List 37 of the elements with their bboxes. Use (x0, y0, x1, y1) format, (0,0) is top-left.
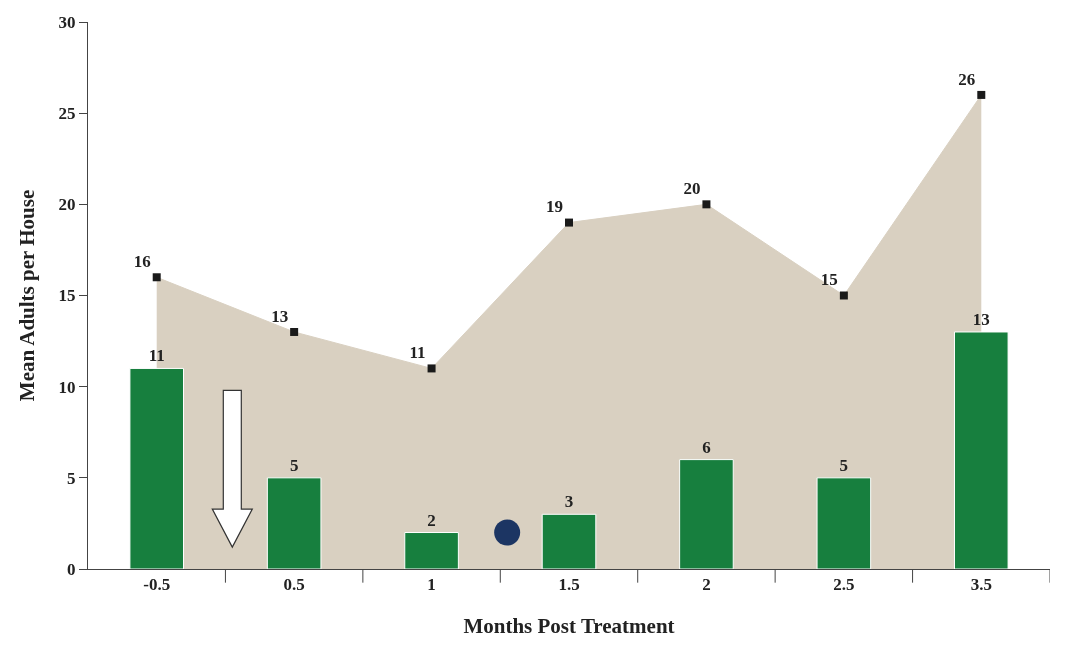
data-label: 19 (546, 197, 563, 217)
x-tick-label: 1 (427, 575, 436, 595)
y-axis-title: Mean Adults per House (14, 189, 39, 402)
bar (953, 331, 1009, 569)
data-label: 13 (972, 309, 990, 329)
bar (816, 477, 872, 569)
y-tick-label: 30 (58, 12, 76, 32)
data-label: 13 (271, 306, 289, 326)
data-label: 3 (564, 492, 574, 512)
data-label: 6 (702, 437, 711, 457)
data-label: 11 (148, 346, 165, 366)
bar (679, 459, 734, 569)
y-tick-label: 20 (58, 195, 76, 215)
y-tick-label: 10 (58, 377, 76, 397)
x-tick-label: 1.5 (558, 575, 580, 595)
x-axis-title: Months Post Treatment (463, 613, 675, 638)
x-tick-label: 3.5 (970, 575, 992, 595)
bar (541, 513, 597, 569)
x-tick-label: 0.5 (283, 575, 305, 595)
y-tick-label: 25 (58, 104, 76, 124)
data-label: 20 (683, 179, 701, 199)
data-label: 26 (958, 69, 976, 89)
data-label: 16 (133, 252, 151, 272)
bar (404, 532, 459, 569)
bar (129, 367, 185, 569)
data-label: 5 (839, 455, 849, 475)
x-tick-label: -0.5 (143, 575, 171, 595)
y-tick-label: 15 (58, 286, 76, 306)
data-label: 2 (427, 510, 436, 530)
bar (266, 477, 322, 569)
x-tick-label: 2 (702, 575, 711, 595)
data-label: 11 (409, 343, 426, 363)
y-tick-label: 5 (67, 468, 76, 488)
data-label: 15 (820, 270, 838, 290)
data-label: 5 (289, 455, 299, 475)
y-tick-label: 0 (67, 559, 76, 579)
x-tick-label: 2.5 (833, 575, 855, 595)
